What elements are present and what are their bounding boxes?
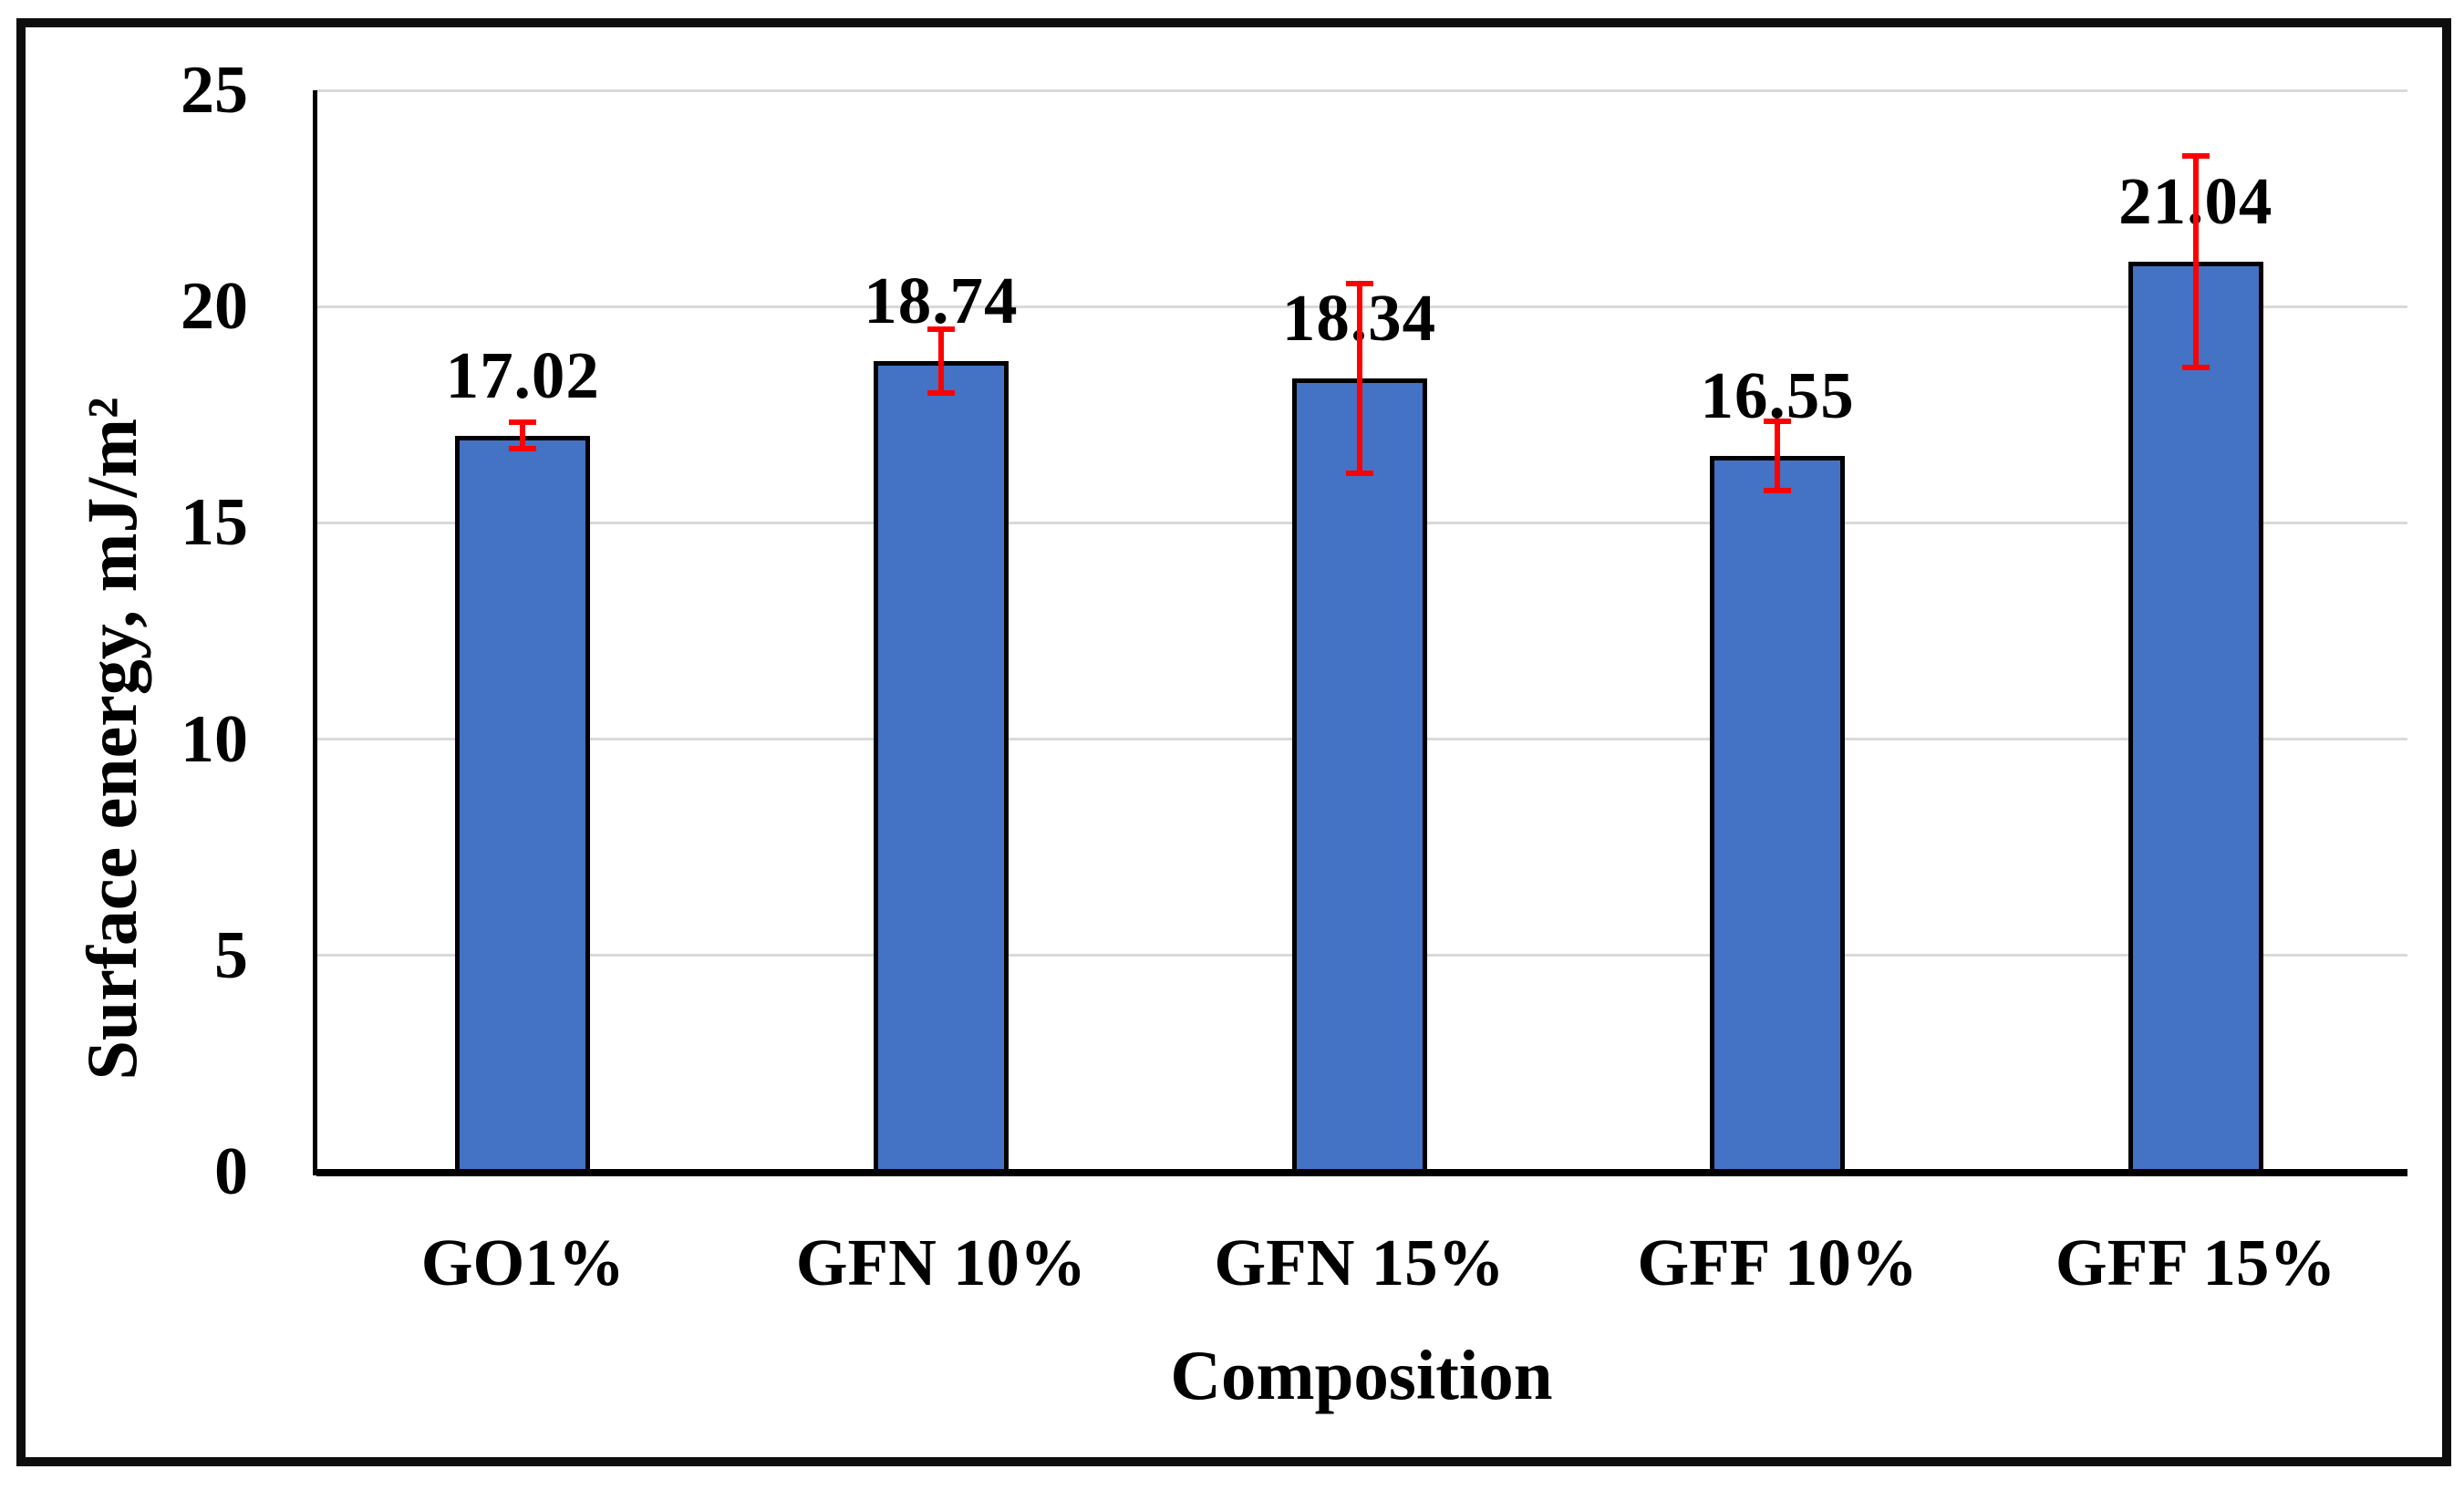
y-tick-label-10: 10: [181, 701, 248, 777]
y-tick-label-0: 0: [214, 1134, 248, 1209]
y-axis-title-text: Surface energy, mJ/m²: [72, 397, 151, 1081]
error-bar-line: [1356, 283, 1362, 474]
error-bar-cap-top: [509, 419, 537, 426]
x-tick-label-GFN 10%: GFN 10%: [795, 1226, 1087, 1299]
y-axis-line: [313, 90, 317, 1175]
error-bar-cap-top: [2181, 152, 2210, 159]
bar-value-label: 17.02: [445, 337, 600, 412]
y-tick-label-15: 15: [181, 485, 248, 561]
x-tick-label-GFF 15%: GFF 15%: [2055, 1226, 2336, 1299]
bar-value-label: 16.55: [1700, 357, 1855, 432]
x-tick-label-GFF 10%: GFF 10%: [1637, 1226, 1918, 1299]
y-tick-label-5: 5: [214, 917, 248, 993]
error-bar-cap-top: [927, 326, 955, 333]
bar-GFF 10%: [1710, 455, 1846, 1174]
bar-value-label: 18.74: [864, 263, 1019, 337]
x-tick-label-GO1%: GO1%: [420, 1226, 625, 1299]
x-axis-line: [316, 1169, 2407, 1176]
bar-GFN 10%: [873, 360, 1009, 1174]
gridline-20: [316, 305, 2407, 308]
error-bar-cap-top: [1345, 280, 1373, 286]
error-bar-cap-bottom: [509, 445, 537, 451]
error-bar-cap-bottom: [1345, 471, 1373, 477]
error-bar-cap-bottom: [1764, 487, 1792, 493]
x-tick-label-GFN 15%: GFN 15%: [1214, 1226, 1505, 1299]
y-tick-label-25: 25: [181, 53, 248, 128]
y-tick-label-20: 20: [181, 269, 248, 345]
x-axis-title-text: Composition: [1170, 1336, 1553, 1414]
error-bar-line: [2192, 155, 2199, 368]
bar-GFF 15%: [2128, 261, 2263, 1174]
error-bar-line: [520, 422, 526, 449]
error-bar-line: [1775, 420, 1781, 491]
error-bar-cap-bottom: [927, 389, 955, 396]
bar-GO1%: [455, 435, 591, 1174]
error-bar-line: [937, 329, 944, 393]
gridline-25: [316, 88, 2407, 92]
error-bar-cap-top: [1764, 418, 1792, 424]
error-bar-cap-bottom: [2181, 365, 2210, 371]
bar-GFN 15%: [1291, 378, 1427, 1174]
chart-frame: [16, 18, 2451, 1466]
